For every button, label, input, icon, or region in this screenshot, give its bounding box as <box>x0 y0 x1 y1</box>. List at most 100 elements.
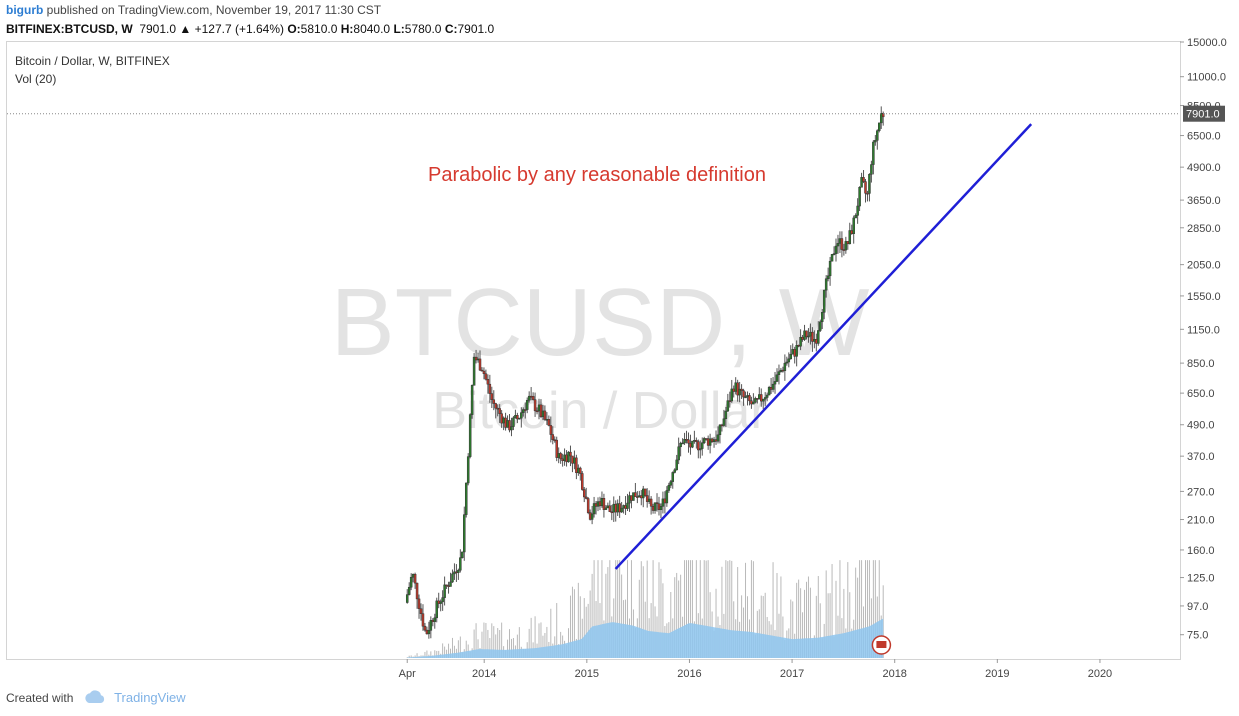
candle-body <box>750 400 753 405</box>
candle-body <box>614 503 617 513</box>
candle-body <box>590 513 594 520</box>
candle-body <box>451 573 454 583</box>
candle-body <box>813 339 816 342</box>
candle-body <box>480 369 484 372</box>
candle-body <box>494 403 497 409</box>
candle-body <box>649 498 653 507</box>
y-tick-label: 1150.0 <box>1187 324 1220 336</box>
y-tick-label: 15000.0 <box>1187 37 1227 49</box>
candle-body <box>500 413 503 424</box>
candle-body <box>651 506 655 511</box>
candle-body <box>697 441 700 451</box>
author-link[interactable]: bigurb <box>6 3 44 17</box>
candle-body <box>547 419 551 426</box>
candle-body <box>581 473 584 490</box>
candle-body <box>663 498 667 504</box>
candle-body <box>415 582 419 600</box>
candle-body <box>671 472 675 482</box>
candle-body <box>878 122 881 131</box>
candle-body <box>563 454 566 461</box>
y-tick-label: 3650.0 <box>1187 195 1221 207</box>
y-tick-label: 370.0 <box>1187 451 1215 463</box>
candle-body <box>533 399 537 412</box>
candle-body <box>647 498 651 502</box>
candle-body <box>848 230 852 245</box>
candle-body <box>756 398 759 400</box>
x-tick-label: 2017 <box>780 668 804 680</box>
candle-body <box>445 584 448 587</box>
candle-body <box>407 586 411 595</box>
candle-body <box>797 345 800 347</box>
candle-body <box>699 448 702 451</box>
candle-body <box>569 451 572 457</box>
candle-body <box>561 458 564 461</box>
candle-body <box>419 608 423 614</box>
candle-body <box>626 502 629 509</box>
candle-body <box>665 490 669 504</box>
candle-body <box>760 394 763 402</box>
candle-body <box>638 495 641 498</box>
candle-body <box>622 505 625 509</box>
candle-body <box>740 388 743 391</box>
candle-body <box>604 507 608 510</box>
y-tick-label: 97.0 <box>1187 601 1208 613</box>
candle-body <box>866 192 869 195</box>
candle-body <box>844 241 848 251</box>
watermark-name: Bitcoin / Dollar <box>432 382 767 440</box>
candle-body <box>854 215 857 219</box>
candle-body <box>687 439 690 444</box>
candle-body <box>413 573 417 584</box>
candle-body <box>510 426 513 431</box>
candle-body <box>677 446 680 461</box>
candle-body <box>736 382 739 396</box>
candle-body <box>708 438 712 446</box>
candle-body <box>746 395 749 398</box>
candle-body <box>468 414 472 457</box>
candles <box>405 106 885 639</box>
chart-header: bigurb published on TradingView.com, Nov… <box>0 0 1239 40</box>
candle-body <box>588 512 592 520</box>
chart-frame[interactable] <box>6 41 1181 660</box>
last-price-tag-label: 7901.0 <box>1186 109 1220 121</box>
candle-body <box>628 495 631 504</box>
candle-body <box>864 181 867 194</box>
candle-body <box>484 373 488 380</box>
candle-body <box>868 174 871 194</box>
candle-body <box>612 503 615 513</box>
candle-body <box>606 505 610 509</box>
candle-body <box>701 442 704 449</box>
candle-body <box>594 503 598 507</box>
candle-body <box>429 620 433 631</box>
candle-body <box>681 442 684 445</box>
candle-body <box>496 407 499 410</box>
candle-body <box>822 289 826 313</box>
candle-body <box>779 369 783 372</box>
y-tick-label: 6500.0 <box>1187 131 1221 143</box>
candle-body <box>765 394 769 398</box>
candle-body <box>744 396 747 399</box>
tradingview-brand[interactable]: TradingView <box>114 690 186 705</box>
candle-body <box>545 419 549 421</box>
candle-body <box>421 613 425 627</box>
candle-body <box>459 557 462 571</box>
candle-body <box>706 438 710 446</box>
candle-body <box>870 164 873 175</box>
candle-body <box>799 336 802 347</box>
candle-body <box>805 330 808 338</box>
candle-body <box>512 417 515 427</box>
candle-body <box>653 502 657 511</box>
candle-body <box>463 514 466 553</box>
candle-body <box>702 438 706 443</box>
candle-body <box>826 275 830 279</box>
candle-body <box>691 440 694 448</box>
candle-body <box>724 410 728 420</box>
candle-body <box>817 330 820 344</box>
candle-body <box>874 140 877 143</box>
candle-body <box>777 371 781 376</box>
candle-body <box>840 238 844 250</box>
last-price: 7901.0 <box>139 22 177 36</box>
candle-body <box>634 492 637 497</box>
candle-body <box>693 440 696 442</box>
candle-body <box>695 440 698 442</box>
